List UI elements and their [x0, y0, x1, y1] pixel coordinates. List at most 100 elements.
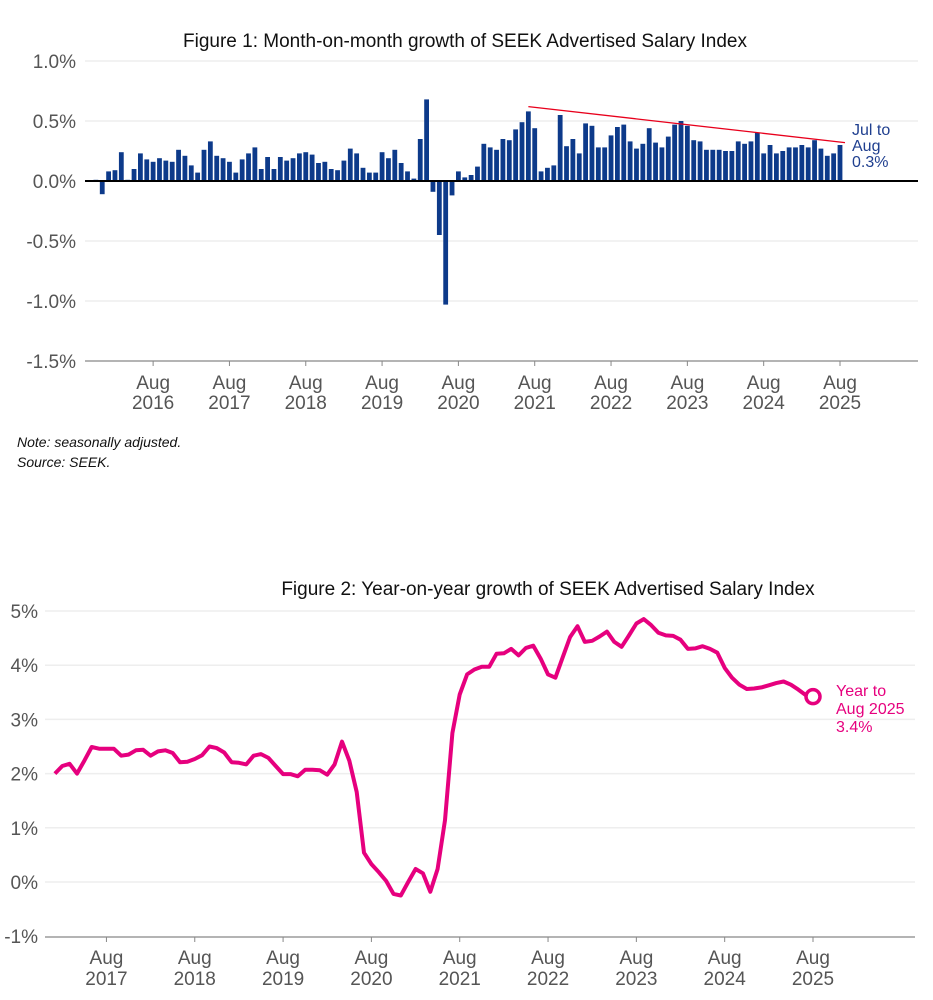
figure-1-x-tick-year: 2017: [208, 393, 250, 414]
figure-1-annotation-line1: Jul to: [852, 122, 890, 139]
figure-2-x-tick-month: Aug: [531, 948, 565, 969]
figure-1-bar: [500, 139, 506, 181]
figure-1-bar: [481, 143, 487, 181]
figure-1-bar: [284, 160, 290, 181]
figure-1-bar: [239, 159, 245, 181]
figure-1-x-tick-month: Aug: [441, 373, 475, 394]
figure-1-bar: [398, 163, 404, 181]
figure-1-bar: [494, 149, 499, 181]
figure-2-x-tick-year: 2019: [262, 969, 304, 990]
figure-1-bar: [684, 125, 690, 181]
figure-1-x-tick-month: Aug: [213, 373, 247, 394]
figure-1-bar: [678, 121, 684, 181]
figure-1-x-tick-year: 2019: [361, 393, 403, 414]
figure-1-bar: [335, 170, 340, 181]
figure-1-bar: [538, 171, 544, 181]
figure-1-bar: [818, 148, 824, 181]
figure-1-x-tick-month: Aug: [747, 373, 781, 394]
figure-1-bar: [646, 128, 652, 181]
figure-1-bar: [735, 141, 741, 181]
figure-1-bar: [475, 166, 480, 181]
figure-1-bar: [322, 161, 328, 181]
figure-1-x-tick-year: 2025: [819, 393, 861, 414]
figure-1-y-tick-label: 1.0%: [33, 52, 76, 73]
figure-1-y-tick-label: -1.5%: [26, 352, 76, 373]
figure-1-bar: [780, 151, 786, 181]
figure-1-bar: [640, 143, 646, 181]
figure-1-bar: [131, 169, 137, 181]
figure-1-x-tick-month: Aug: [365, 373, 399, 394]
figure-2-x-tick-month: Aug: [266, 948, 300, 969]
figure-1-bar: [519, 122, 525, 181]
figure-1-bar: [627, 141, 633, 181]
figure-1-x-tick-month: Aug: [670, 373, 704, 394]
figure-1-bar: [564, 146, 569, 181]
figure-1-bar: [392, 149, 398, 181]
figure-1-x-tick-year: 2016: [132, 393, 174, 414]
figure-1-x-tick-month: Aug: [289, 373, 323, 394]
figure-1-note: Note: seasonally adjusted.: [17, 434, 181, 450]
figure-1-bar: [163, 160, 169, 181]
figure-1-bar: [157, 158, 162, 181]
figure-2-x-tick-year: 2017: [85, 969, 127, 990]
figure-1-bar: [411, 178, 417, 181]
figure-1-bar: [443, 181, 449, 305]
figure-1-bar: [659, 147, 665, 181]
figure-1-bar: [207, 141, 213, 181]
figure-2-x-tick-month: Aug: [354, 948, 388, 969]
figure-1-bar: [513, 129, 519, 181]
figure-2-endpoint-marker: [804, 687, 822, 706]
figure-2-y-tick-label: 2%: [11, 765, 39, 786]
figure-1-bar: [99, 181, 105, 195]
figure-2-annotation-line1: Year to: [836, 683, 886, 700]
figure-1-bar: [430, 181, 436, 192]
figure-1-annotation-line3: 0.3%: [852, 154, 888, 171]
figure-1-trendline: [528, 105, 846, 144]
figure-1-bar: [373, 172, 379, 181]
figure-2-title: Figure 2: Year-on-year growth of SEEK Ad…: [281, 579, 815, 600]
figure-1-x-tick-month: Aug: [823, 373, 857, 394]
figure-1-x-tick-year: 2020: [437, 393, 479, 414]
figure-1-source: Source: SEEK.: [17, 454, 110, 470]
figure-1-bar: [761, 153, 767, 181]
figure-1-bar: [583, 123, 588, 181]
figure-1-bar: [557, 115, 563, 181]
figure-1-bar: [468, 175, 474, 181]
figure-1-bar: [405, 171, 410, 181]
figure-2-x-tick-month: Aug: [619, 948, 653, 969]
figure-1-bar: [316, 163, 321, 181]
figure-1-x-tick-year: 2021: [514, 393, 556, 414]
figure-1-bar: [220, 158, 226, 181]
figure-1-bar: [201, 149, 207, 181]
figure-1-bar: [182, 155, 188, 181]
figure-1-y-tick-label: -1.0%: [26, 292, 76, 313]
figure-1-bar: [118, 152, 124, 181]
figure-1-bar: [328, 169, 334, 181]
figure-1-bar: [589, 125, 595, 181]
figure-1-bar: [386, 158, 391, 181]
figure-1-bar: [246, 153, 251, 181]
figure-1-bar: [786, 147, 792, 181]
figure-2-x-tick-year: 2024: [704, 969, 747, 990]
figure-1-bar: [672, 124, 678, 181]
figure-1-bar: [704, 149, 709, 181]
figure-1-bar: [436, 181, 442, 235]
figure-1-bar: [837, 145, 843, 181]
figure-1-bar: [150, 161, 156, 181]
figure-1-bar: [615, 127, 620, 181]
figure-1-bar: [653, 142, 658, 181]
figure-2-series-line: [53, 617, 814, 898]
figure-1-bar: [608, 135, 614, 181]
figure-1-x-tick-month: Aug: [518, 373, 552, 394]
figure-1-bar: [576, 153, 582, 181]
figure-1-bar: [595, 147, 601, 181]
figure-1-bar: [106, 171, 111, 181]
figure-1-bar: [195, 172, 201, 181]
figure-1-bar: [144, 159, 150, 181]
figure-1-bar: [360, 167, 366, 181]
figure-1-bar: [831, 153, 837, 181]
figure-1-bar: [366, 172, 372, 181]
figure-1-bar: [487, 147, 493, 181]
figure-1-bar: [551, 165, 557, 181]
figure-2-x-tick-year: 2022: [527, 969, 569, 990]
